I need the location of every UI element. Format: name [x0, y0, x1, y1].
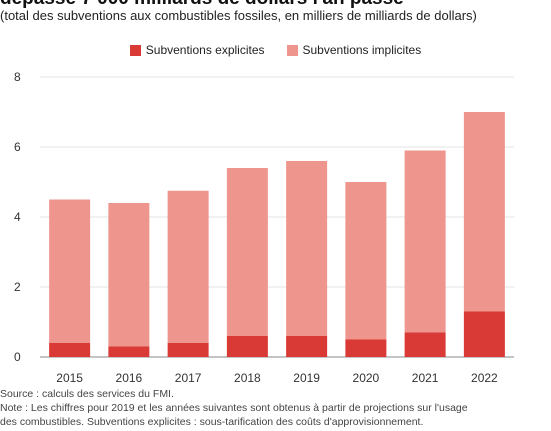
x-tick-label: 2018 [234, 371, 261, 385]
bar-explicit-2016 [108, 346, 150, 357]
x-tick-label: 2020 [353, 371, 380, 385]
x-tick-label: 2016 [116, 371, 143, 385]
source-note: Source : calculs des services du FMI. [0, 388, 174, 400]
legend: Subventions explicites Subventions impli… [0, 43, 551, 57]
y-tick-label: 6 [14, 140, 21, 154]
x-tick-label: 2017 [175, 371, 202, 385]
x-tick-label: 2019 [293, 371, 320, 385]
chart-title: dépassé 7 000 milliards de dollars l'an … [0, 0, 551, 8]
x-tick-label: 2021 [412, 371, 439, 385]
bar-explicit-2015 [49, 343, 91, 357]
bar-implicit-2020 [345, 182, 387, 340]
bar-implicit-2022 [463, 112, 505, 312]
note-line-2: des combustibles. Subventions explicites… [0, 416, 424, 428]
bar-implicit-2018 [226, 168, 268, 336]
y-tick-label: 0 [14, 350, 21, 364]
y-tick-label: 4 [14, 210, 21, 224]
bar-implicit-2015 [49, 199, 91, 343]
bar-explicit-2018 [226, 336, 268, 357]
legend-label-explicit: Subventions explicites [145, 43, 265, 57]
bar-explicit-2019 [286, 336, 328, 357]
bar-implicit-2017 [167, 190, 209, 343]
chart-notes: Source : calculs des services du FMI. No… [0, 387, 468, 429]
bar-explicit-2020 [345, 339, 387, 357]
bar-explicit-2022 [463, 311, 505, 357]
y-tick-label: 2 [14, 280, 21, 294]
y-tick-label: 8 [14, 70, 21, 84]
x-tick-label: 2015 [56, 371, 83, 385]
bar-explicit-2021 [404, 332, 446, 357]
bar-implicit-2019 [286, 161, 328, 336]
legend-item-explicit: Subventions explicites [129, 43, 265, 57]
legend-label-implicit: Subventions implicites [302, 43, 422, 57]
legend-swatch-implicit [286, 44, 298, 56]
x-tick-label: 2022 [471, 371, 498, 385]
chart-subtitle: (total des subventions aux combustibles … [0, 8, 477, 23]
bar-explicit-2017 [167, 343, 209, 357]
legend-item-implicit: Subventions implicites [286, 43, 422, 57]
bar-implicit-2016 [108, 203, 150, 347]
bar-implicit-2021 [404, 150, 446, 333]
note-line-1: Note : Les chiffres pour 2019 et les ann… [0, 402, 468, 414]
legend-swatch-explicit [129, 44, 141, 56]
